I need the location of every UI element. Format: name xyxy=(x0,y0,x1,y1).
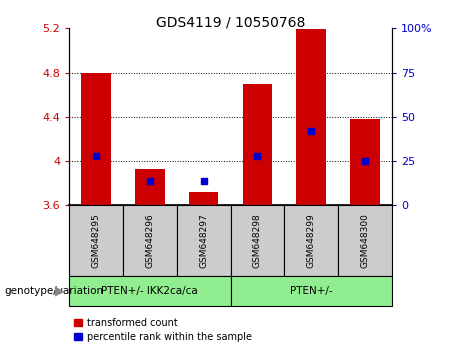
Point xyxy=(307,128,315,134)
Text: GSM648299: GSM648299 xyxy=(307,213,316,268)
Bar xyxy=(296,29,326,205)
Bar xyxy=(338,205,392,276)
Text: GSM648295: GSM648295 xyxy=(92,213,100,268)
Bar xyxy=(177,205,230,276)
Bar xyxy=(69,276,230,306)
Text: PTEN+/-: PTEN+/- xyxy=(290,286,332,296)
Point xyxy=(361,158,369,164)
Legend: transformed count, percentile rank within the sample: transformed count, percentile rank withi… xyxy=(74,318,252,342)
Text: GSM648298: GSM648298 xyxy=(253,213,262,268)
Text: PTEN+/- IKK2ca/ca: PTEN+/- IKK2ca/ca xyxy=(101,286,198,296)
Text: GDS4119 / 10550768: GDS4119 / 10550768 xyxy=(156,16,305,30)
Bar xyxy=(350,119,380,205)
Point xyxy=(92,153,100,159)
Text: genotype/variation: genotype/variation xyxy=(5,286,104,296)
Text: GSM648297: GSM648297 xyxy=(199,213,208,268)
Bar xyxy=(242,84,272,205)
Bar xyxy=(284,205,338,276)
Text: GSM648300: GSM648300 xyxy=(361,213,369,268)
Point xyxy=(254,153,261,159)
Text: ▶: ▶ xyxy=(55,285,65,298)
Bar xyxy=(230,205,284,276)
Point xyxy=(200,178,207,183)
Bar xyxy=(189,192,219,205)
Bar xyxy=(81,73,111,205)
Text: GSM648296: GSM648296 xyxy=(145,213,154,268)
Bar xyxy=(230,276,392,306)
Bar xyxy=(69,205,123,276)
Bar xyxy=(123,205,177,276)
Bar xyxy=(135,169,165,205)
Point xyxy=(146,178,154,183)
